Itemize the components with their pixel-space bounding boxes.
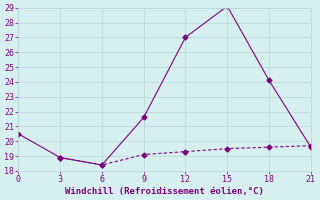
X-axis label: Windchill (Refroidissement éolien,°C): Windchill (Refroidissement éolien,°C) [65, 187, 264, 196]
